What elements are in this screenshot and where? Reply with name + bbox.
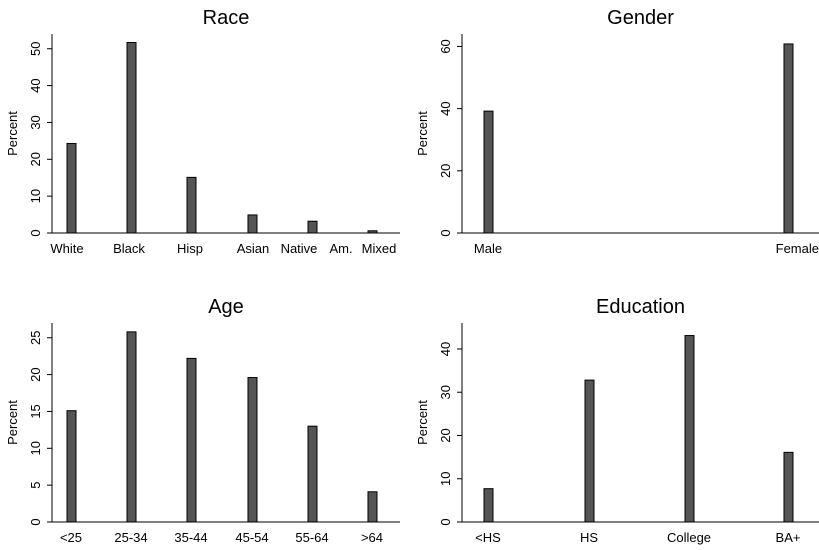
x-tick-label: College <box>667 530 711 545</box>
y-tick-label: 20 <box>28 152 43 166</box>
bar-hisp <box>186 176 197 234</box>
x-tick-label: Native <box>281 241 318 256</box>
x-tick-label: Mixed <box>362 241 397 256</box>
x-tick-label: <HS <box>475 530 501 545</box>
panel-gender: Gender 0 20 40 60 Percent Male Female <box>415 7 819 256</box>
x-tick-label: Black <box>113 241 145 256</box>
x-tick-label: Asian <box>237 241 270 256</box>
x-tick-label: <25 <box>60 530 82 545</box>
x-tick-label: 45-54 <box>235 530 268 545</box>
panel-title: Race <box>203 7 250 29</box>
x-tick-label: >64 <box>361 530 383 545</box>
y-tick-label: 20 <box>438 428 453 442</box>
panel-title: Age <box>208 296 244 318</box>
panel-education: Education 0 10 20 30 40 Percent <HS HS College BA+ <box>415 296 819 545</box>
x-tick-label: HS <box>580 530 598 545</box>
x-tick-label: 35-44 <box>174 530 207 545</box>
bar-asian <box>247 214 258 234</box>
y-tick-label: 15 <box>28 404 43 418</box>
y-tick-label: 60 <box>438 39 453 53</box>
bar-hs <box>483 488 494 523</box>
y-tick-label: 10 <box>28 441 43 455</box>
y-tick-label: 0 <box>438 229 453 236</box>
bar-native <box>307 220 318 234</box>
y-tick-label: 20 <box>438 164 453 178</box>
y-tick-label: 10 <box>438 472 453 486</box>
panel-age: Age 0 5 10 15 20 25 Percent <25 25-34 35-44 45-54 55… <box>5 296 400 545</box>
bar-college <box>684 335 695 523</box>
bar-25 <box>66 410 77 523</box>
y-axis-label: Percent <box>415 400 430 445</box>
y-axis-label: Percent <box>5 111 20 156</box>
y-tick-label: 30 <box>438 385 453 399</box>
y-axis-label: Percent <box>415 111 430 156</box>
bar-4554 <box>247 377 258 523</box>
y-tick-label: 40 <box>438 101 453 115</box>
panel-title: Education <box>596 296 685 318</box>
panel-race: Race 0 10 20 30 40 50 Percent White Black Hisp Asia… <box>5 7 400 256</box>
bar-64 <box>367 491 378 523</box>
bar-black <box>126 41 137 234</box>
x-tick-label: BA+ <box>776 530 801 545</box>
bar-ba <box>783 451 794 523</box>
x-tick-label: Hisp <box>177 241 203 256</box>
bar-mixed <box>367 230 378 234</box>
x-tick-label: Male <box>474 241 502 256</box>
bar-female <box>783 43 794 234</box>
bar-white <box>66 142 77 234</box>
x-tick-label: White <box>50 241 83 256</box>
y-tick-label: 40 <box>438 342 453 356</box>
y-tick-label: 0 <box>28 229 43 236</box>
y-tick-label: 50 <box>28 42 43 56</box>
y-tick-label: 25 <box>28 331 43 345</box>
y-axis-label: Percent <box>5 400 20 445</box>
x-tick-label: Female <box>776 241 819 256</box>
bar-3544 <box>186 357 197 523</box>
x-tick-label: 55-64 <box>295 530 328 545</box>
y-tick-label: 0 <box>28 518 43 525</box>
y-tick-label: 5 <box>28 482 43 489</box>
y-tick-label: 0 <box>438 518 453 525</box>
y-tick-label: 20 <box>28 367 43 381</box>
y-tick-label: 40 <box>28 78 43 92</box>
y-tick-label: 10 <box>28 189 43 203</box>
panel-title: Gender <box>607 7 674 29</box>
x-tick-label: Am. <box>329 241 352 256</box>
x-tick-label: 25-34 <box>114 530 147 545</box>
bar-2534 <box>126 331 137 523</box>
y-tick-label: 30 <box>28 115 43 129</box>
bar-5564 <box>307 425 318 523</box>
bar-hs <box>584 379 595 523</box>
bar-male <box>483 110 494 234</box>
